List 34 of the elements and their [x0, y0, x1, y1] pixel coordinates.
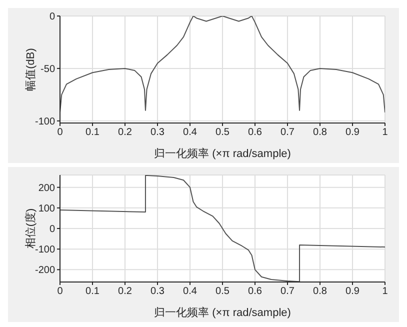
x-tick-label: 1 — [382, 286, 388, 298]
x-axis-title: 归一化频率 (×π rad/sample) — [154, 306, 291, 319]
x-tick-label: 0.8 — [313, 127, 328, 138]
x-axis-title: 归一化频率 (×π rad/sample) — [154, 147, 291, 160]
y-tick-label: 0 — [49, 224, 56, 236]
x-tick-label: 0.8 — [313, 286, 328, 298]
y-tick-label: -50 — [40, 64, 56, 75]
x-tick-label: 0.9 — [346, 286, 360, 298]
x-tick-label: 0.2 — [118, 286, 132, 298]
x-tick-label: 0.5 — [216, 127, 230, 138]
x-tick-label: 0 — [57, 127, 64, 138]
x-tick-label: 0.3 — [150, 127, 165, 138]
y-axis-title: 幅值(dB) — [24, 48, 37, 91]
x-tick-label: 0.5 — [216, 286, 230, 298]
x-tick-label: 0.6 — [248, 286, 262, 298]
y-axis-title: 相位(度) — [24, 208, 37, 249]
y-tick-label: 200 — [38, 182, 56, 194]
x-tick-label: 0.7 — [280, 286, 295, 298]
x-tick-label: 0.1 — [86, 127, 100, 138]
x-tick-label: 0.7 — [280, 127, 295, 138]
y-tick-label: -200 — [34, 265, 56, 276]
x-tick-label: 0.4 — [183, 286, 198, 298]
x-tick-label: 0.4 — [183, 127, 198, 138]
x-tick-label: 0.2 — [118, 127, 132, 138]
x-tick-label: 0.3 — [150, 286, 165, 298]
y-tick-label: -100 — [34, 244, 56, 256]
x-tick-label: 1 — [382, 127, 388, 138]
y-tick-label: -100 — [34, 116, 56, 128]
x-tick-label: 0.1 — [86, 286, 100, 298]
y-tick-label: 100 — [38, 203, 56, 214]
x-tick-label: 0 — [57, 286, 64, 298]
x-tick-label: 0.6 — [248, 127, 262, 138]
y-tick-label: 0 — [49, 12, 56, 23]
x-tick-label: 0.9 — [346, 127, 360, 138]
